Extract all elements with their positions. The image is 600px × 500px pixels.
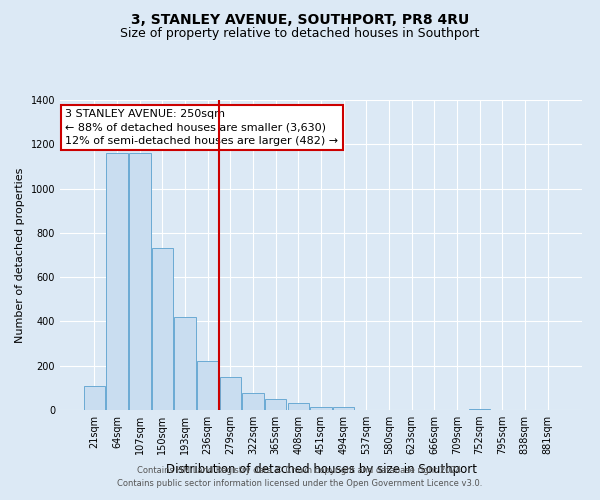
X-axis label: Distribution of detached houses by size in Southport: Distribution of detached houses by size … xyxy=(166,462,476,475)
Text: 3, STANLEY AVENUE, SOUTHPORT, PR8 4RU: 3, STANLEY AVENUE, SOUTHPORT, PR8 4RU xyxy=(131,12,469,26)
Bar xyxy=(220,377,241,410)
Bar xyxy=(106,153,128,410)
Bar xyxy=(265,399,286,410)
Text: Contains HM Land Registry data © Crown copyright and database right 2024.
Contai: Contains HM Land Registry data © Crown c… xyxy=(118,466,482,487)
Text: 3 STANLEY AVENUE: 250sqm
← 88% of detached houses are smaller (3,630)
12% of sem: 3 STANLEY AVENUE: 250sqm ← 88% of detach… xyxy=(65,110,338,146)
Bar xyxy=(287,404,309,410)
Bar xyxy=(197,362,218,410)
Y-axis label: Number of detached properties: Number of detached properties xyxy=(15,168,25,342)
Bar xyxy=(242,394,264,410)
Bar xyxy=(84,386,105,410)
Bar xyxy=(129,153,151,410)
Bar xyxy=(152,248,173,410)
Bar xyxy=(310,406,332,410)
Text: Size of property relative to detached houses in Southport: Size of property relative to detached ho… xyxy=(121,28,479,40)
Bar xyxy=(175,317,196,410)
Bar xyxy=(333,406,355,410)
Bar xyxy=(469,409,490,410)
